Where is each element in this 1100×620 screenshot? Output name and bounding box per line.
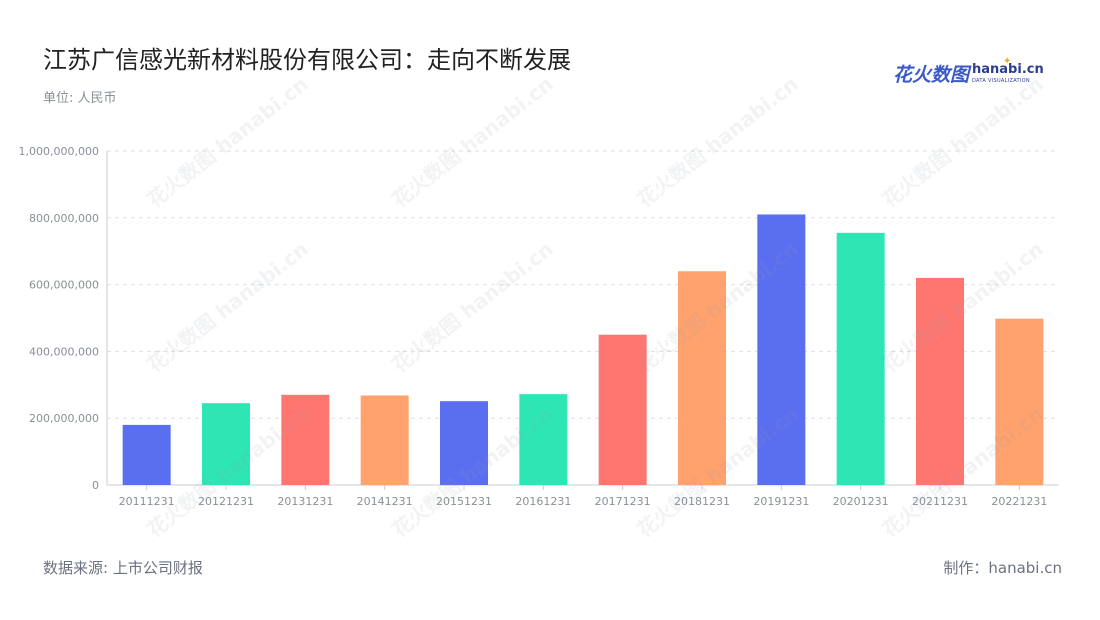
x-tick-label: 20221231	[991, 495, 1047, 508]
x-tick-label: 20131231	[277, 495, 333, 508]
bar-20191231[interactable]	[757, 214, 806, 485]
bar-20141231[interactable]	[360, 395, 409, 485]
y-tick-label: 600,000,000	[29, 279, 99, 292]
bar-20161231[interactable]	[519, 394, 568, 485]
x-tick-label: 20141231	[357, 495, 413, 508]
x-tick-label: 20181231	[674, 495, 730, 508]
data-source: 数据来源: 上市公司财报	[43, 559, 203, 577]
logo-text-en: hanabi.cn	[972, 62, 1044, 77]
bar-20171231[interactable]	[598, 334, 647, 485]
gridlines	[107, 150, 1059, 419]
bar-20221231[interactable]	[995, 318, 1044, 485]
y-tick-label: 200,000,000	[29, 412, 99, 425]
x-tick-label: 20191231	[753, 495, 809, 508]
x-tick-label: 20211231	[912, 495, 968, 508]
y-tick-label: 400,000,000	[29, 345, 99, 358]
y-tick-label: 0	[92, 479, 99, 492]
logo-tagline: DATA VISUALIZATION	[972, 78, 1030, 84]
y-tick-label: 1,000,000,000	[19, 145, 99, 158]
unit-label: 单位: 人民币	[43, 91, 117, 106]
y-tick-label: 800,000,000	[29, 212, 99, 225]
bar-20211231[interactable]	[916, 277, 964, 485]
x-tick-label: 20161231	[515, 495, 571, 508]
bar-20181231[interactable]	[678, 271, 726, 485]
credit-link[interactable]: 制作：hanabi.cn	[943, 559, 1062, 577]
x-tick-label: 20121231	[198, 495, 254, 508]
bar-20121231[interactable]	[202, 403, 250, 485]
x-tick-label: 20111231	[119, 495, 175, 508]
tick-labels: 0 200,000,000 400,000,000 600,000,000 800,00…	[19, 145, 1048, 508]
logo-text-cn: 花火数图	[893, 64, 970, 86]
brand-logo: 花火数图 ✦ hanabi.cn DATA VISUALIZATION	[893, 56, 1044, 88]
axes	[106, 151, 1059, 490]
chart-title: 江苏广信感光新材料股份有限公司：走向不断发展	[43, 46, 571, 74]
bar-20151231[interactable]	[440, 401, 488, 485]
spark-icon: ✦	[1003, 56, 1012, 67]
bars	[122, 214, 1044, 485]
bar-20201231[interactable]	[836, 232, 885, 485]
bar-20111231[interactable]	[122, 424, 171, 485]
bar-20131231[interactable]	[281, 394, 330, 485]
x-tick-label: 20201231	[833, 495, 889, 508]
x-tick-label: 20151231	[436, 495, 492, 508]
x-tick-label: 20171231	[595, 495, 651, 508]
